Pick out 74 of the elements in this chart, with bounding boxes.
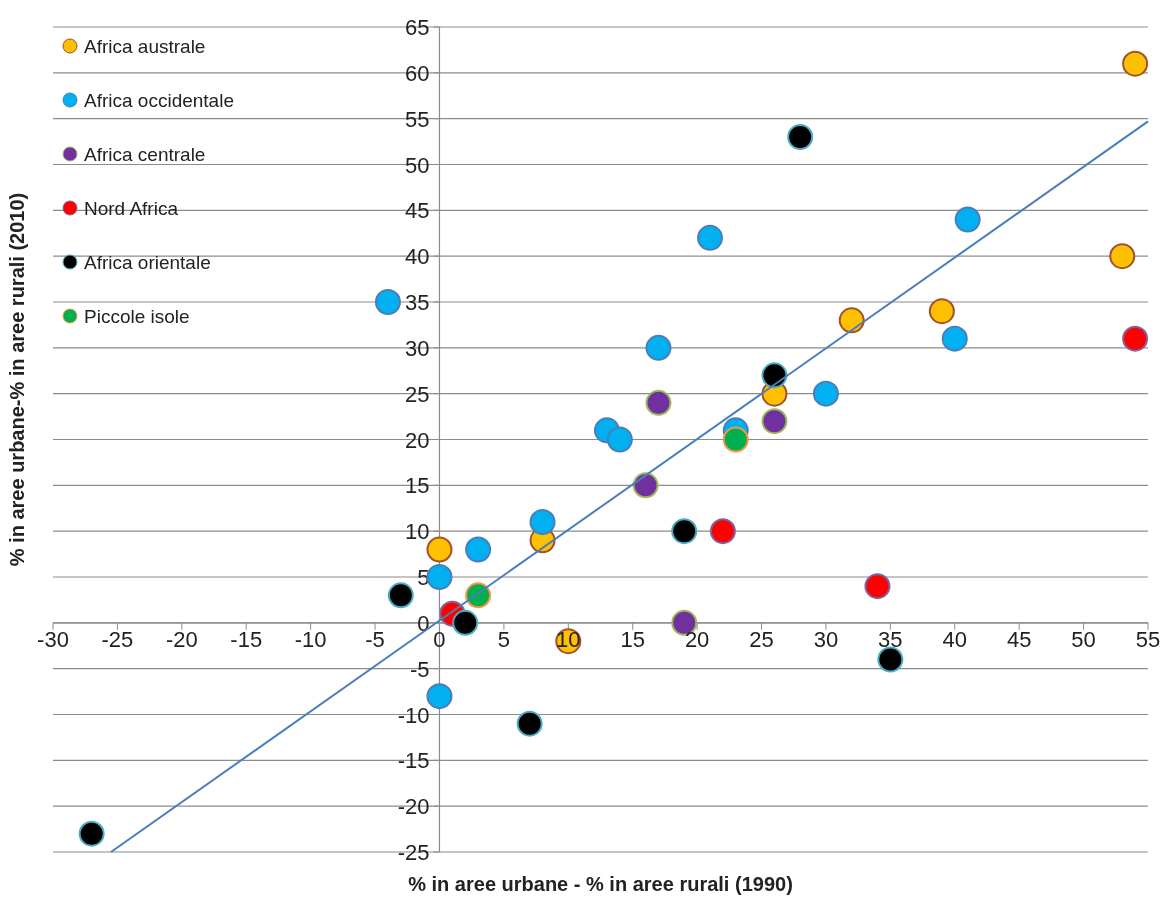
point <box>78 820 105 847</box>
y-tick-label: 0 <box>417 610 430 636</box>
legend-label: Africa orientale <box>84 252 211 273</box>
x-tick-label: 45 <box>1006 626 1032 652</box>
x-tick-label: 50 <box>1071 626 1096 652</box>
y-tick-label: 45 <box>404 198 430 224</box>
y-tick-label: 20 <box>404 427 430 453</box>
x-tick-label: 55 <box>1135 626 1161 652</box>
point <box>645 334 672 361</box>
legend-label: Piccole isole <box>84 306 190 327</box>
point <box>452 609 479 636</box>
point <box>374 289 401 315</box>
point <box>761 362 788 389</box>
point <box>812 380 839 407</box>
point <box>645 389 672 416</box>
y-tick-label: -20 <box>397 794 430 820</box>
point <box>954 206 981 233</box>
x-tick-label: 20 <box>684 626 710 652</box>
point <box>722 426 749 453</box>
x-tick-label: 40 <box>942 626 968 652</box>
y-tick-label: 55 <box>404 106 430 132</box>
x-tick-label: 0 <box>433 626 446 652</box>
x-tick-label: 5 <box>497 626 511 652</box>
point <box>426 564 453 590</box>
y-tick-label: 15 <box>404 473 430 499</box>
y-tick-label: 40 <box>404 244 430 270</box>
point <box>877 646 904 673</box>
x-tick-label: -25 <box>101 626 134 652</box>
x-tick-label: -30 <box>37 626 69 652</box>
y-tick-label: 50 <box>404 152 430 178</box>
x-tick-label: -20 <box>165 626 198 652</box>
point <box>1122 50 1149 77</box>
point <box>787 124 814 150</box>
x-tick-label: 10 <box>556 626 581 652</box>
point <box>761 408 788 435</box>
y-tick-label: -25 <box>397 840 430 865</box>
point <box>387 582 414 609</box>
x-tick-label: 30 <box>813 626 839 652</box>
point <box>671 518 698 545</box>
y-tick-label: -10 <box>397 702 430 728</box>
point <box>697 224 723 251</box>
y-tick-label: 35 <box>404 290 430 315</box>
legend-label: Africa centrale <box>84 144 206 165</box>
point <box>928 298 955 325</box>
point <box>606 426 633 453</box>
point <box>1122 325 1149 352</box>
legend-label: Nord Africa <box>84 198 179 219</box>
x-tick-label: 35 <box>878 626 903 652</box>
point <box>516 710 543 737</box>
x-tick-label: -5 <box>365 626 385 652</box>
point <box>426 683 453 710</box>
x-tick-label: -10 <box>294 626 327 652</box>
y-tick-label: 30 <box>404 335 430 361</box>
point <box>864 573 891 600</box>
y-tick-label: 65 <box>404 15 430 40</box>
y-tick-label: 25 <box>404 381 430 407</box>
point <box>838 307 865 334</box>
point <box>1109 243 1136 270</box>
point <box>529 509 556 535</box>
y-tick-label: 60 <box>404 60 430 86</box>
y-axis-title: % in aree urbane-% in aree rurali (2010) <box>6 192 28 567</box>
y-tick-label: -5 <box>409 656 430 682</box>
point <box>632 472 659 499</box>
y-tick-label: -15 <box>397 748 430 774</box>
x-tick-label: -15 <box>230 626 263 652</box>
x-tick-label: 25 <box>749 626 774 652</box>
y-tick-label: 10 <box>404 519 430 545</box>
legend-label: Africa australe <box>84 36 206 57</box>
point <box>465 536 492 563</box>
x-axis-title: % in aree urbane - % in aree rurali (1990) <box>408 873 793 895</box>
x-tick-label: 15 <box>620 626 645 652</box>
point <box>709 518 736 545</box>
point <box>941 325 968 352</box>
legend-label: Africa occidentale <box>84 90 234 111</box>
